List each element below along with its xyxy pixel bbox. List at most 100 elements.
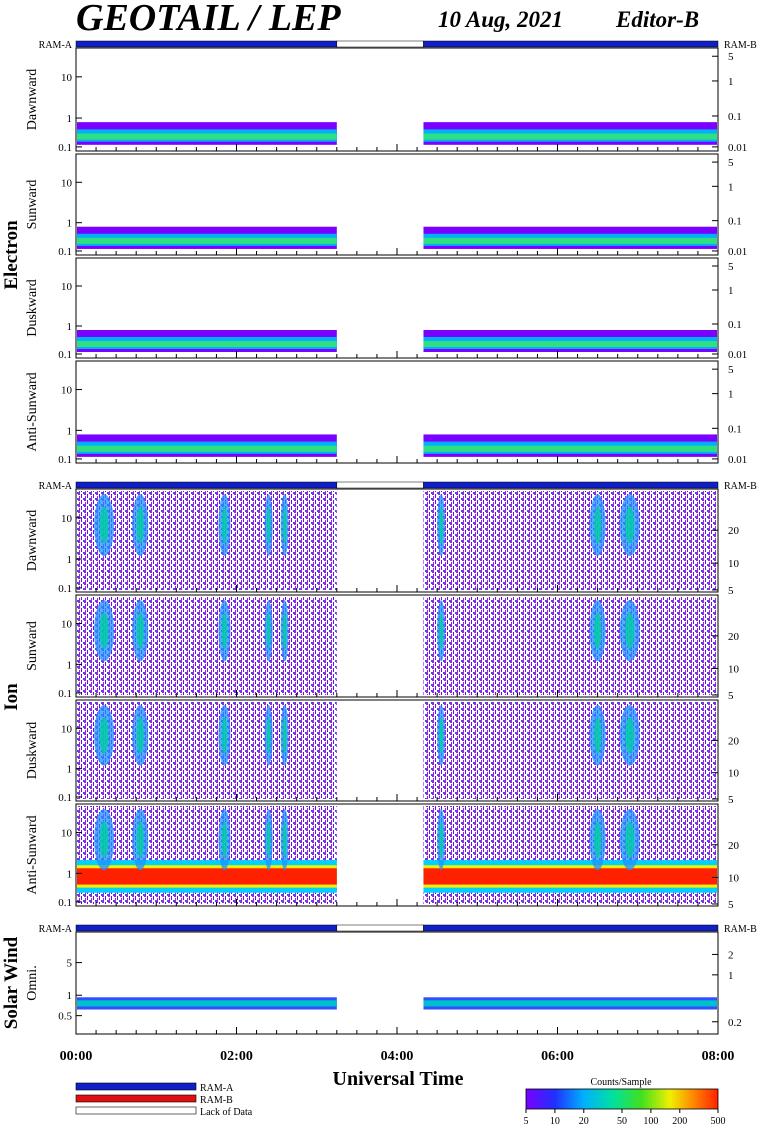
panel-label: Duskward (25, 279, 40, 337)
right-tick-label: 0.01 (728, 246, 747, 258)
panels-layer: Dawnward 10 1 0.1 5 1 0.1 0.01 Sunward 10 1 0.1 5 1 0.… (25, 47, 747, 1035)
right-tick-label: 0.01 (728, 349, 747, 361)
ram-a-coverage (75, 481, 338, 489)
ion-band-core (423, 868, 717, 885)
panel-ion-anti-sunward: Anti-Sunward 10 1 0.1 20 10 5 (25, 803, 740, 911)
colorbar: Counts/Sample 5 10 20 50 100 200 500 (524, 1077, 726, 1127)
ion-flux-core (99, 612, 109, 650)
right-tick-label: 5 (728, 157, 734, 169)
left-tick-label: 1 (67, 990, 73, 1002)
lack-of-data-segment (336, 924, 424, 932)
left-tick-label: 10 (61, 72, 73, 84)
left-tick-label: 10 (61, 723, 73, 735)
legend-label-lack-of-data: Lack of Data (200, 1107, 253, 1118)
x-tick-label: 02:00 (220, 1049, 253, 1064)
right-tick-label: 10 (728, 558, 740, 570)
right-tick-label: 5 (728, 794, 734, 806)
ram-b-label: RAM-B (724, 481, 757, 492)
right-tick-label: 0.01 (728, 454, 747, 466)
x-tick-label: 00:00 (60, 1049, 93, 1064)
ion-background-counts (423, 702, 717, 799)
colorbar-gradient (525, 1088, 719, 1110)
ram-a-coverage (75, 924, 338, 932)
ion-flux-core (99, 506, 109, 544)
panel-ion-sunward: Sunward 10 1 0.1 20 10 5 (25, 594, 740, 702)
editor-label: Editor-B (615, 7, 699, 32)
electron-band-core (423, 133, 717, 140)
sw-band-core (423, 1000, 717, 1007)
right-tick-label: 1 (728, 76, 734, 88)
right-tick-label: 2 (728, 949, 734, 961)
left-tick-label: 5 (67, 958, 73, 970)
ram-b-label: RAM-B (724, 40, 757, 51)
right-tick-label: 0.2 (728, 1017, 742, 1029)
electron-band-core (423, 341, 717, 347)
ion-flux-core (594, 821, 602, 859)
left-tick-label: 0.1 (58, 897, 72, 909)
colorbar-tick-label: 200 (672, 1116, 687, 1127)
colorbar-tick-label: 500 (711, 1116, 726, 1127)
colorbar-tick-label: 10 (550, 1116, 560, 1127)
left-tick-label: 0.1 (58, 583, 72, 595)
panel-label: Dawnward (25, 510, 40, 571)
left-tick-label: 0.1 (58, 792, 72, 804)
left-tick-label: 10 (61, 513, 73, 525)
ion-flux-core (266, 717, 271, 754)
panel-label: Anti-Sunward (25, 372, 40, 451)
colorbar-tick-label: 5 (524, 1116, 529, 1127)
right-tick-label: 10 (728, 663, 740, 675)
page-title: GEOTAIL / LEP (76, 0, 341, 39)
right-tick-label: 1 (728, 285, 734, 297)
x-tick-label: 04:00 (381, 1049, 414, 1064)
lack-of-data-segment (336, 481, 424, 489)
ion-flux-core (439, 506, 444, 544)
ram-a-coverage (75, 40, 338, 48)
ion-flux-core (625, 717, 635, 754)
right-tick-label: 20 (728, 631, 740, 643)
ram-bar-row: RAM-A RAM-B (39, 924, 757, 935)
electron-band-core (77, 341, 337, 347)
ram-legend: RAM-A RAM-B Lack of Data (75, 1082, 253, 1118)
ion-flux-core (136, 506, 144, 544)
legend-swatch-ram-a (75, 1082, 197, 1091)
legend-label-ram-a: RAM-A (200, 1083, 234, 1094)
x-axis-label: Universal Time (333, 1068, 464, 1090)
right-tick-label: 0.01 (728, 142, 747, 154)
ion-background-counts (77, 597, 337, 695)
electron-band-core (423, 445, 717, 452)
legend-swatch-ram-b (75, 1094, 197, 1103)
panel-electron-dawnward: Dawnward 10 1 0.1 5 1 0.1 0.01 (25, 47, 747, 154)
left-tick-label: 1 (67, 554, 73, 566)
ion-flux-core (282, 506, 287, 544)
x-axis: 00:00 02:00 04:00 06:00 08:00 (60, 1049, 735, 1064)
group-label-solar-wind: Solar Wind (1, 936, 22, 1029)
electron-band-core (77, 237, 337, 244)
panel-solar-wind-omni-: Omni. 5 1 0.5 2 1 0.2 (25, 931, 742, 1035)
ram-a-coverage (423, 40, 719, 48)
ion-flux-core (221, 717, 228, 754)
right-tick-label: 5 (728, 690, 734, 702)
panel-label: Sunward (25, 621, 40, 671)
left-tick-label: 10 (61, 281, 73, 293)
colorbar-title: Counts/Sample (590, 1077, 652, 1088)
left-tick-label: 1 (67, 868, 73, 880)
ion-flux-core (282, 717, 287, 754)
right-tick-label: 10 (728, 872, 740, 884)
right-tick-label: 20 (728, 840, 740, 852)
ion-flux-core (282, 821, 287, 859)
ion-flux-core (136, 717, 144, 754)
right-tick-label: 5 (728, 261, 734, 273)
right-tick-label: 1 (728, 970, 734, 982)
right-tick-label: 10 (728, 768, 740, 780)
ion-flux-core (266, 506, 271, 544)
colorbar-tick-label: 100 (643, 1116, 658, 1127)
ion-flux-core (266, 612, 271, 650)
ion-flux-core (99, 821, 109, 859)
left-tick-label: 10 (61, 177, 73, 189)
electron-band-core (77, 133, 337, 140)
ion-flux-core (439, 717, 444, 754)
left-tick-label: 10 (61, 828, 73, 840)
electron-band-core (423, 237, 717, 244)
ion-flux-core (594, 717, 602, 754)
panel-ion-duskward: Duskward 10 1 0.1 20 10 5 (25, 699, 740, 806)
